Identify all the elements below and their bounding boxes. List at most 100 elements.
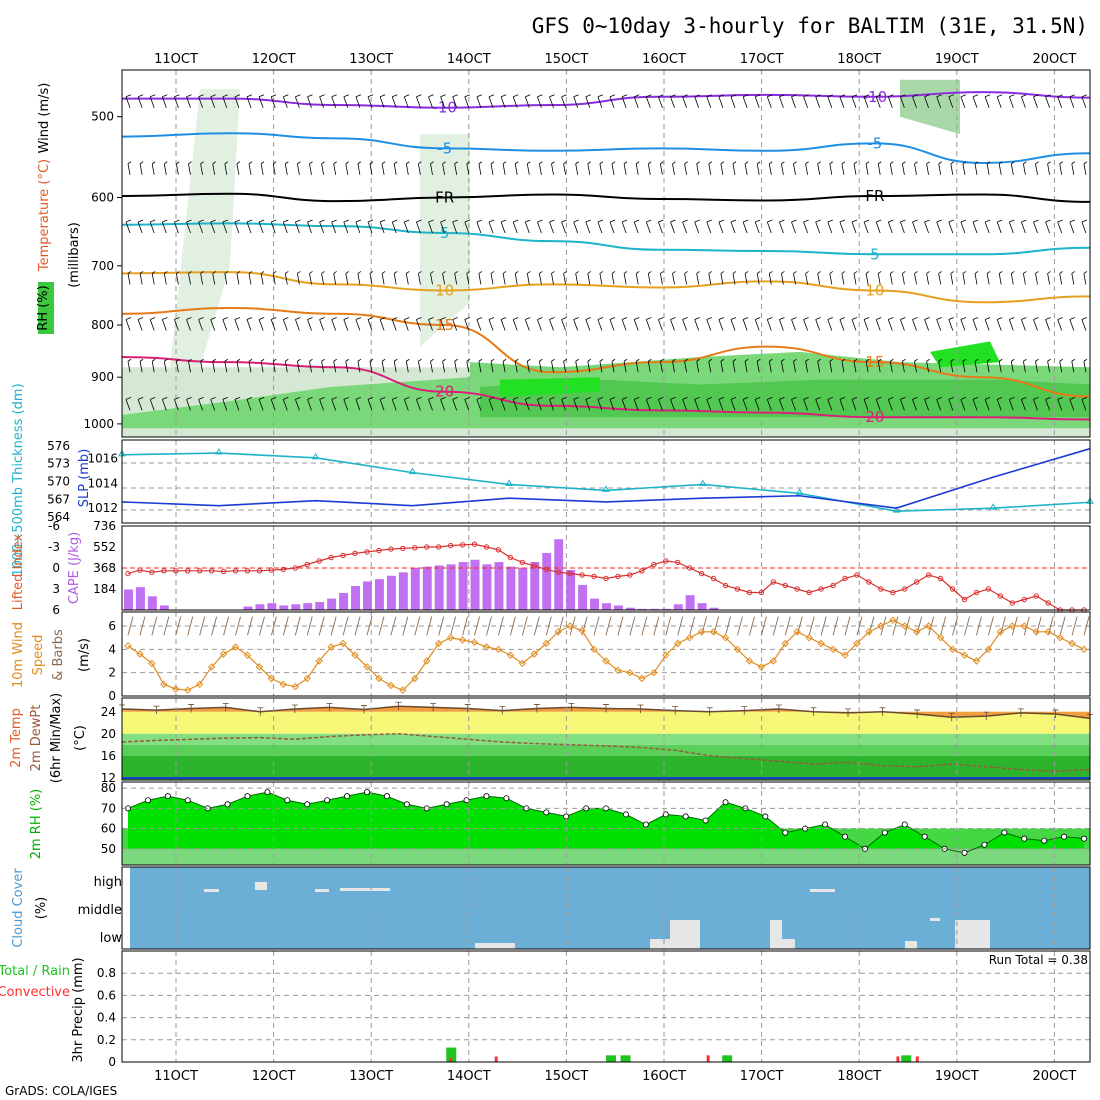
wind-barb (902, 361, 905, 373)
wind-barb-flag (537, 94, 543, 98)
wind-barb (488, 96, 494, 108)
wind-barb (1021, 96, 1026, 108)
wind-barb (236, 361, 240, 373)
wind-barb (900, 399, 905, 411)
wind-barb (200, 273, 203, 285)
wind-barb-flag (791, 317, 797, 320)
precip-tick: 0.4 (97, 1011, 116, 1025)
wind-marker (829, 645, 837, 654)
wind-barb-flag (1083, 358, 1088, 362)
wind-barb (319, 319, 324, 331)
wind-barb (379, 399, 385, 411)
wind-barb-flag (960, 317, 967, 320)
precip-legend-conv: Convective (0, 985, 70, 1000)
wind-barb-flag (151, 271, 156, 274)
wind-barb-flag (621, 94, 628, 98)
wind-barb-flag (767, 94, 773, 98)
wind-barb (295, 96, 300, 108)
wind-barb-flag (587, 161, 592, 165)
wind-barb-flag (369, 358, 374, 362)
wind-barb (549, 319, 554, 331)
wind-barb (488, 221, 494, 234)
wind-barb-flag (658, 219, 664, 223)
wind-barb-flag (1047, 271, 1051, 274)
temp-minmax-bar (188, 704, 195, 713)
cape-bar (470, 559, 480, 610)
wind-barb (321, 163, 324, 175)
surface-wind-barb (498, 616, 504, 636)
x-tick-top: 15OCT (545, 52, 589, 67)
wind-barb-flag (706, 317, 712, 320)
wind-barb (1010, 273, 1014, 285)
temp-minmax-bar (464, 704, 471, 713)
cape-bar (279, 605, 289, 610)
wind-barb (452, 399, 458, 411)
wind-barb (282, 221, 288, 234)
wind-barb (466, 273, 470, 285)
wind-barb-flag (706, 397, 712, 400)
wind-barb-flag (379, 94, 386, 98)
wind-marker (339, 639, 347, 648)
wind-barb-flag (321, 161, 325, 165)
wind-barb (962, 361, 966, 373)
wind-barb-flag (466, 358, 471, 362)
wind-barb-flag (367, 219, 374, 223)
wind-barb-flag (188, 358, 192, 362)
wind-barb-flag (744, 271, 749, 274)
wind-barb (258, 221, 264, 234)
temp-label-3: (6hr Min/Max) (49, 693, 64, 783)
li-marker (842, 575, 848, 582)
wind-barb (405, 163, 409, 175)
wind-barb (914, 361, 917, 373)
wind-barb (597, 399, 603, 411)
wind-barb (696, 273, 700, 285)
wind-barb-flag (851, 219, 858, 223)
wind-barb (889, 163, 893, 175)
wind-barb (381, 273, 385, 285)
wind-barb (355, 96, 361, 108)
wind-marker (853, 639, 861, 648)
wind-barb (476, 319, 482, 331)
wind-barb-flag (756, 271, 761, 274)
wind-barb-flag (1057, 397, 1063, 400)
wind-barb (393, 163, 397, 175)
x-tick-top: 18OCT (837, 52, 881, 67)
wind-barb-flag (527, 358, 531, 362)
wind-barb-flag (573, 219, 579, 223)
cape-bar (685, 595, 695, 610)
wind-barb-flag (272, 161, 277, 165)
wind-marker (841, 651, 849, 659)
wind-barb-flag (623, 271, 628, 274)
wind-barb (198, 399, 203, 411)
wind-barb (125, 96, 131, 108)
wind-barb (405, 273, 409, 285)
wind-barb-flag (815, 317, 821, 320)
surface-wind-barb (665, 616, 672, 636)
wind-barb (853, 361, 857, 373)
temp-minmax-bar (637, 704, 644, 714)
wind-barb (960, 221, 966, 234)
temp-minmax-bar (430, 702, 437, 712)
wind-barb-flag (599, 161, 604, 165)
precip-conv-bar (449, 1057, 453, 1062)
wind-barb-flag (718, 397, 725, 400)
wind-barb-flag (648, 358, 652, 362)
wind-barb (418, 361, 421, 373)
temp-frame (121, 697, 1091, 781)
surface-wind-barb (414, 616, 421, 636)
wind-barb (345, 273, 349, 285)
li-marker (531, 563, 537, 569)
wind-barb-flag (888, 317, 894, 320)
wind-barb-flag (307, 317, 313, 320)
wind-marker (411, 674, 419, 683)
cloud-label-1: Cloud Cover (11, 868, 26, 948)
wind-barb-flag (658, 317, 664, 320)
wind-barb (1035, 163, 1038, 175)
wind-barb (984, 221, 990, 234)
wind-barb (633, 96, 639, 108)
wind-barb-flag (769, 161, 773, 165)
wind-marker (207, 663, 216, 671)
wind-barb (307, 319, 312, 331)
wind-barb (355, 399, 361, 411)
wind-barb (309, 163, 312, 175)
